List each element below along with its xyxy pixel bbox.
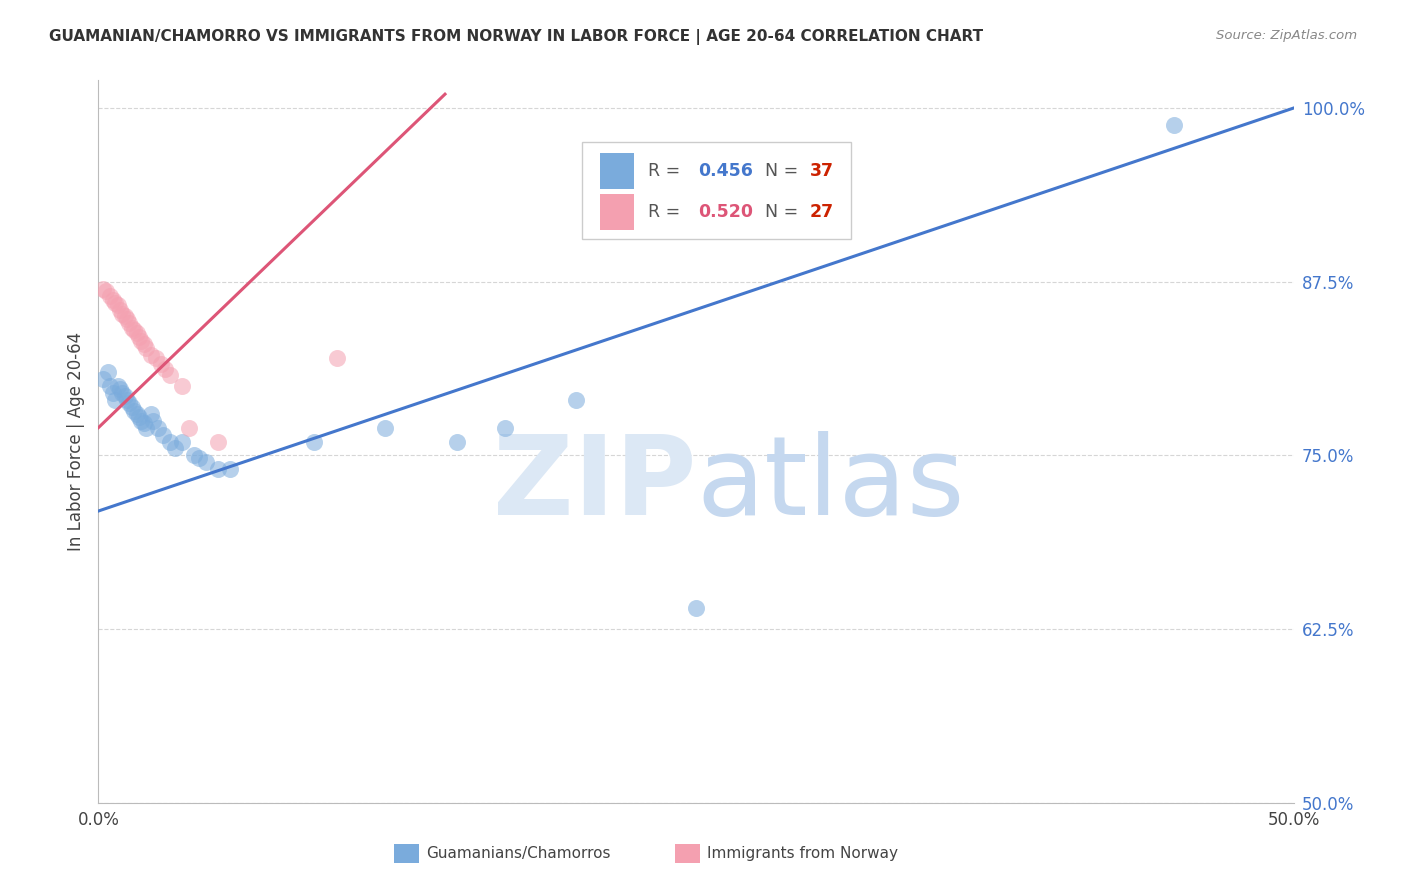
Point [128,409,150,424]
Text: Source: ZipAtlas.com: Source: ZipAtlas.com [1216,29,1357,43]
Point [108,302,131,317]
Text: R =: R = [648,162,686,180]
Text: N =: N = [765,162,804,180]
Point [131,414,153,428]
Point [148,420,170,434]
Point [101,293,124,307]
Point [114,310,136,324]
Point [91,372,114,386]
Text: 0.520: 0.520 [699,202,754,221]
Point [111,307,134,321]
Text: Immigrants from Norway: Immigrants from Norway [707,847,898,861]
Text: atlas: atlas [696,432,965,539]
Point [183,449,205,463]
Point [326,351,349,366]
Point [125,407,148,421]
Point [118,317,141,331]
Point [121,400,143,414]
Point [111,385,134,400]
Text: 37: 37 [810,162,834,180]
Point [172,379,194,393]
Point [94,285,117,299]
Point [132,417,155,431]
Point [494,420,516,434]
Point [108,382,131,396]
Point [139,348,162,362]
Point [118,395,141,409]
Point [302,434,325,449]
Bar [600,153,634,189]
Point [91,282,114,296]
Bar [582,142,852,239]
Point [98,288,122,302]
Point [132,337,155,351]
Text: 27: 27 [810,202,834,221]
Point [685,601,707,615]
Bar [600,194,634,230]
Point [97,365,120,379]
Point [107,379,129,393]
Point [114,389,136,403]
Point [125,326,148,341]
Point [152,427,174,442]
Point [159,434,181,449]
Point [149,357,172,371]
Point [155,362,177,376]
Point [135,342,157,356]
Y-axis label: In Labor Force | Age 20-64: In Labor Force | Age 20-64 [66,332,84,551]
Point [374,420,396,434]
Point [128,330,150,344]
Point [124,404,146,418]
Text: ZIP: ZIP [492,432,696,539]
Text: R =: R = [648,202,686,221]
Point [195,455,218,469]
Point [179,420,201,434]
Point [115,312,138,326]
Point [135,420,157,434]
Point [142,414,165,428]
Point [159,368,181,382]
Point [104,392,127,407]
Text: Guamanians/Chamorros: Guamanians/Chamorros [426,847,610,861]
Point [1163,118,1185,132]
Text: N =: N = [765,202,804,221]
Point [172,434,194,449]
Text: GUAMANIAN/CHAMORRO VS IMMIGRANTS FROM NORWAY IN LABOR FORCE | AGE 20-64 CORRELAT: GUAMANIAN/CHAMORRO VS IMMIGRANTS FROM NO… [49,29,983,45]
Point [219,462,242,476]
Point [98,379,122,393]
Point [565,392,588,407]
Point [101,385,124,400]
Point [107,298,129,312]
Point [145,351,167,366]
Point [131,334,153,349]
Point [207,434,229,449]
Point [207,462,229,476]
Point [124,323,146,337]
Point [446,434,468,449]
Point [187,451,209,466]
Point [104,295,127,310]
Text: 0.456: 0.456 [699,162,754,180]
Point [163,442,186,456]
Point [121,320,143,334]
Point [139,407,162,421]
Point [115,392,138,407]
